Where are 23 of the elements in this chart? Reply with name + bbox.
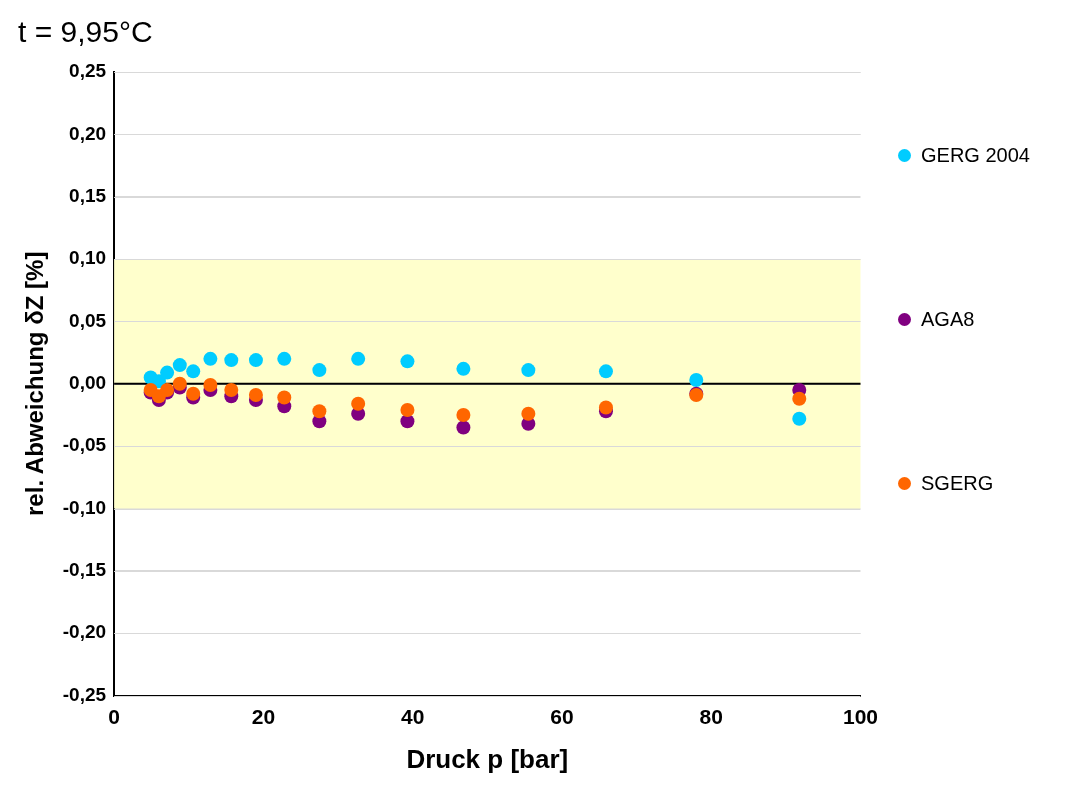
- x-tick-label: 20: [251, 705, 276, 728]
- legend-label: AGA8: [921, 307, 975, 331]
- y-tick-label: 0,25: [69, 60, 107, 82]
- y-tick-label: 0,20: [69, 122, 107, 144]
- legend-label: GERG 2004: [921, 143, 1030, 167]
- legend-label: SGERG: [921, 471, 994, 495]
- y-tick-label: 0,15: [69, 184, 107, 206]
- y-tick-label: -0,10: [62, 496, 107, 518]
- y-axis-title: rel. Abweichung δZ [%]: [21, 251, 49, 516]
- y-tick-label: -0,25: [62, 683, 107, 705]
- x-tick-label: 80: [699, 705, 723, 728]
- y-tick-label: -0,20: [62, 621, 107, 643]
- y-tick-label: -0,05: [62, 434, 107, 456]
- x-tick-label: 100: [842, 705, 878, 728]
- x-tick-label: 0: [108, 705, 120, 728]
- y-tick-label: -0,15: [62, 559, 107, 581]
- x-axis-title: Druck p [bar]: [406, 743, 569, 774]
- y-tick-label: 0,10: [69, 247, 107, 269]
- y-tick-label: 0,00: [69, 372, 107, 394]
- x-tick-label: 40: [400, 705, 425, 728]
- chart-title: t = 9,95°C: [18, 15, 153, 49]
- x-tick-label: 60: [550, 705, 574, 728]
- y-tick-label: 0,05: [69, 309, 107, 331]
